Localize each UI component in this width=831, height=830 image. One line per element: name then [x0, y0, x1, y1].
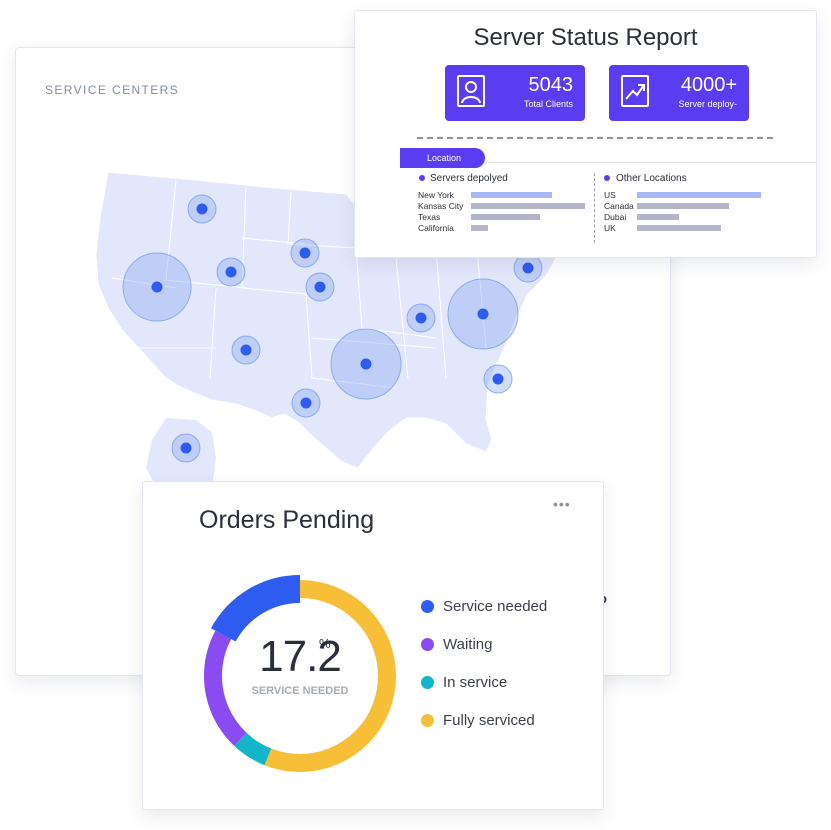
location-bar [637, 214, 680, 220]
location-label: Texas [418, 212, 441, 222]
location-bar [471, 225, 489, 231]
location-bar [471, 203, 586, 209]
total-clients-label: Total Clients [523, 99, 573, 109]
location-label: UK [604, 223, 616, 233]
legend-item-waiting[interactable]: Waiting [421, 634, 492, 654]
total-clients-stat[interactable]: 5043 Total Clients [445, 65, 585, 121]
donut-unit: % [319, 636, 331, 651]
legend-item-in-service[interactable]: In service [421, 672, 507, 692]
location-bar [637, 225, 722, 231]
location-bar [471, 214, 541, 220]
location-bar [637, 203, 729, 209]
service-center-marker[interactable] [522, 262, 534, 274]
location-bar [637, 192, 761, 198]
section-divider [417, 137, 773, 139]
column-divider [594, 173, 595, 243]
location-label: Canada [604, 201, 634, 211]
legend-label: Fully serviced [443, 711, 535, 729]
service-center-marker[interactable] [415, 312, 427, 324]
user-icon [457, 75, 485, 107]
orders-pending-card: Orders Pending ••• 17.2 % SERVICE NEEDED… [142, 481, 604, 810]
service-center-marker[interactable] [196, 203, 208, 215]
donut-value-label: SERVICE NEEDED [251, 685, 349, 697]
donut-value: 17.2 [259, 632, 342, 681]
donut-segment-service-needed[interactable] [199, 575, 401, 777]
total-clients-value: 5043 [528, 74, 574, 96]
location-tab[interactable]: Location [400, 148, 485, 168]
servers-deployed-stat[interactable]: 4000+ Server deploy- [609, 65, 749, 121]
service-center-marker[interactable] [240, 344, 252, 356]
servers-deployed-heading: Servers depolyed [430, 173, 508, 184]
service-center-marker[interactable] [314, 281, 326, 293]
service-center-marker[interactable] [151, 281, 163, 293]
other-locations-heading: Other Locations [616, 173, 687, 184]
server-status-card: Server Status Report 5043 Total Clients … [354, 10, 817, 258]
server-status-title: Server Status Report [473, 24, 698, 51]
legend-item-service-needed[interactable]: Service needed [421, 596, 547, 616]
orders-pending-title: Orders Pending [199, 506, 375, 534]
servers-deployed-label: Server deploy- [678, 99, 737, 109]
service-center-marker[interactable] [225, 266, 237, 278]
trend-chart-icon [621, 75, 649, 107]
legend-dot [421, 713, 434, 727]
legend-label: In service [443, 673, 508, 691]
service-centers-title: SERVICE CENTERS [45, 83, 180, 97]
location-label: New York [418, 190, 454, 200]
legend-label: Service needed [443, 597, 548, 615]
more-horizontal-icon[interactable]: ••• [553, 496, 571, 512]
service-center-markers [122, 194, 543, 463]
service-center-marker[interactable] [300, 397, 312, 409]
service-center-marker[interactable] [492, 373, 504, 385]
location-underline [483, 162, 816, 163]
location-label: US [604, 190, 616, 200]
service-center-marker[interactable] [477, 308, 489, 320]
bullet-icon [419, 175, 425, 181]
location-label: Dubai [604, 212, 627, 222]
orders-donut-chart [199, 575, 401, 777]
legend-dot [421, 675, 434, 689]
donut-segment-waiting[interactable] [204, 580, 396, 772]
servers-deployed-value: 4000+ [680, 74, 737, 96]
bullet-icon [604, 175, 610, 181]
location-label: California [418, 223, 454, 233]
service-center-marker[interactable] [360, 358, 372, 370]
legend-item-fully-serviced[interactable]: Fully serviced [421, 710, 535, 730]
legend-label: Waiting [443, 635, 493, 653]
location-bar [471, 192, 552, 198]
legend-dot [421, 599, 434, 613]
service-center-marker[interactable] [299, 247, 311, 259]
service-center-marker[interactable] [180, 442, 192, 454]
legend-dot [421, 637, 434, 651]
location-label: Kansas City [418, 201, 464, 211]
